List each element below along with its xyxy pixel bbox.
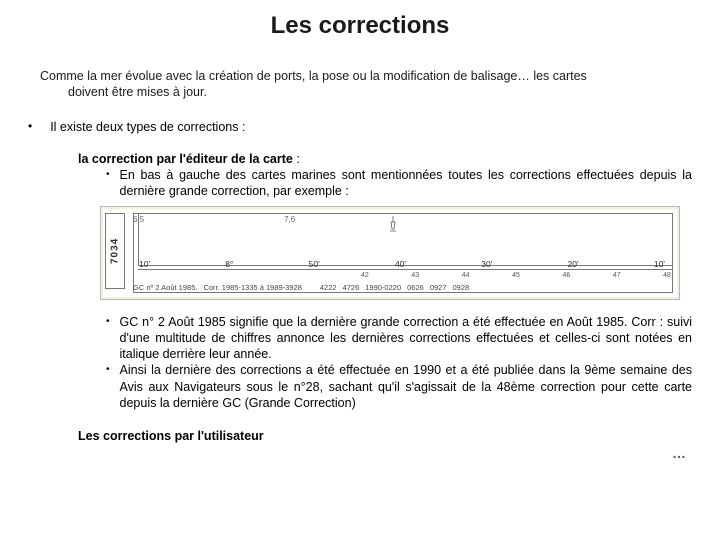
editor-p1-row: • En bas à gauche des cartes marines son… bbox=[106, 167, 692, 200]
lon: 30' bbox=[481, 259, 492, 270]
seq: 44 bbox=[462, 271, 470, 280]
continuation-ellipsis: … bbox=[28, 445, 692, 461]
lon: 40' bbox=[395, 259, 406, 270]
bullet-dot-icon: • bbox=[28, 119, 32, 135]
lon: 10' bbox=[139, 259, 150, 270]
seq: 0927 bbox=[430, 283, 447, 293]
corr-text: Corr. 1985-1335 à 1989-3928 bbox=[203, 283, 301, 293]
scale-spacer bbox=[144, 215, 284, 225]
buoy-icon bbox=[388, 215, 398, 233]
editor-p3: Ainsi la dernière des corrections a été … bbox=[120, 362, 692, 411]
corr-prefix: GC nº 2 Août 1985. bbox=[133, 283, 197, 293]
scale-val: 6,5 bbox=[133, 215, 144, 225]
seq: 43 bbox=[411, 271, 419, 280]
seq: 48 bbox=[663, 271, 671, 280]
intro-line-1: Comme la mer évolue avec la création de … bbox=[40, 69, 587, 83]
chart-correction-line: GC nº 2 Août 1985. Corr. 1985-1335 à 198… bbox=[133, 283, 671, 293]
chart-card-number: 7034 bbox=[105, 213, 125, 289]
editor-heading: la correction par l'éditeur de la carte bbox=[78, 152, 293, 166]
seq: 0928 bbox=[453, 283, 470, 293]
seq: 46 bbox=[562, 271, 570, 280]
user-correction-section: Les corrections par l'utilisateur bbox=[78, 429, 692, 443]
seq: 4726 bbox=[343, 283, 360, 293]
seq: 0626 bbox=[407, 283, 424, 293]
bullet-dot-icon: • bbox=[106, 314, 110, 363]
seq: 4222 bbox=[320, 283, 337, 293]
seq: 1990-0220 bbox=[365, 283, 401, 293]
types-bullet: • Il existe deux types de corrections : bbox=[28, 119, 692, 135]
user-heading: Les corrections par l'utilisateur bbox=[78, 429, 692, 443]
seq: 47 bbox=[613, 271, 621, 280]
lon: 10' bbox=[654, 259, 665, 270]
page-title: Les corrections bbox=[28, 12, 692, 40]
intro-text: Comme la mer évolue avec la création de … bbox=[40, 68, 692, 101]
editor-p2-row: • GC n° 2 Août 1985 signifie que la dern… bbox=[106, 314, 692, 363]
bullet-dot-icon: • bbox=[106, 362, 110, 411]
lon: 50' bbox=[309, 259, 320, 270]
scale-val: 7,6 bbox=[284, 215, 295, 225]
editor-p3-row: • Ainsi la dernière des corrections a ét… bbox=[106, 362, 692, 411]
lon: 20' bbox=[568, 259, 579, 270]
scale-spacer bbox=[295, 215, 671, 225]
editor-sub-list: • En bas à gauche des cartes marines son… bbox=[106, 167, 692, 200]
editor-heading-line: la correction par l'éditeur de la carte … bbox=[78, 151, 692, 167]
chart-excerpt: 7034 6,5 7,6 10' bbox=[100, 206, 692, 300]
slide-page: Les corrections Comme la mer évolue avec… bbox=[0, 0, 720, 540]
editor-p1: En bas à gauche des cartes marines sont … bbox=[120, 167, 692, 200]
types-text: Il existe deux types de corrections : bbox=[50, 119, 245, 135]
seq: 42 bbox=[361, 271, 369, 280]
chart-scale-top: 6,5 7,6 bbox=[133, 215, 671, 225]
editor-sub-list-2: • GC n° 2 Août 1985 signifie que la dern… bbox=[106, 314, 692, 412]
chart-longitudes: 10' 8° 50' 40' 30' 20' 10' bbox=[133, 259, 671, 270]
chart-seq-b: 42 43 44 45 46 47 48 bbox=[361, 271, 671, 280]
chart-inner: 7034 6,5 7,6 10' bbox=[103, 209, 677, 297]
lon: 8° bbox=[225, 259, 233, 270]
chart-panel: 7034 6,5 7,6 10' bbox=[100, 206, 680, 300]
bullet-dot-icon: • bbox=[106, 167, 110, 200]
seq: 45 bbox=[512, 271, 520, 280]
editor-p2: GC n° 2 Août 1985 signifie que la derniè… bbox=[120, 314, 692, 363]
editor-correction-section: la correction par l'éditeur de la carte … bbox=[78, 151, 692, 411]
intro-line-2: doivent être mises à jour. bbox=[68, 84, 692, 100]
editor-colon: : bbox=[293, 152, 300, 166]
